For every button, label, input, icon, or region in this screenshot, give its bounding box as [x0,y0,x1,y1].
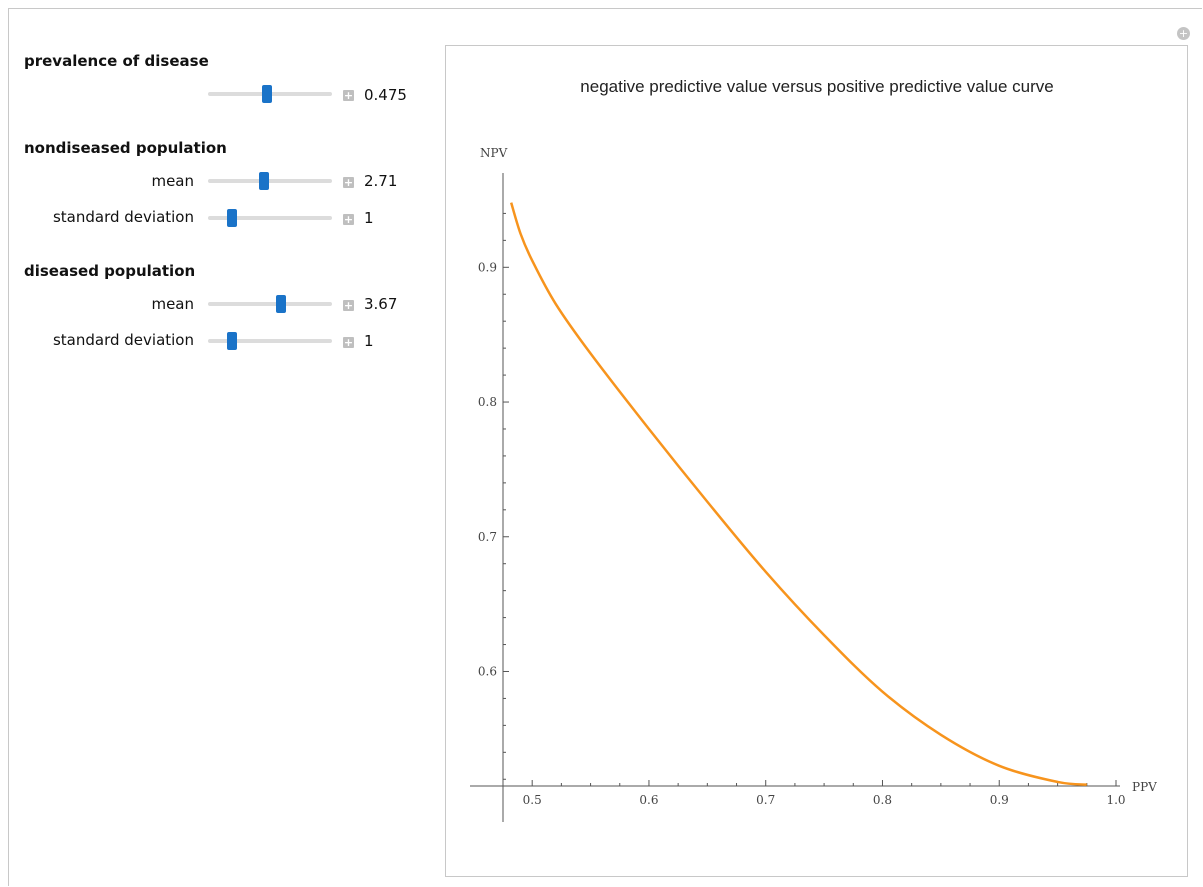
prevalence-slider-thumb[interactable] [261,85,272,103]
diseased-sd-plus-icon[interactable]: + [343,336,354,349]
x-tick-label: 0.7 [756,793,775,807]
npv-ppv-curve [509,202,1087,786]
x-tick-label: 0.8 [873,793,892,807]
diseased-mean-plus-icon[interactable]: + [343,299,354,312]
nondiseased-sd-label: standard deviation [52,208,194,226]
diseased-mean-slider-track[interactable] [208,302,332,306]
prevalence-plus-icon[interactable]: + [343,89,354,102]
x-tick-label: 0.9 [990,793,1009,807]
nondiseased-sd-value: 1 [364,209,374,227]
nondiseased-mean-value: 2.71 [364,172,398,190]
y-tick-label: 0.7 [478,530,497,544]
nondiseased-mean-slider[interactable] [208,172,332,190]
chart-title: negative predictive value versus positiv… [580,77,1053,96]
diseased-sd-value: 1 [364,332,374,350]
plot-panel [445,45,1188,877]
nondiseased-sd-slider-thumb[interactable] [226,209,237,227]
nondiseased-mean-slider-track[interactable] [208,179,332,183]
y-tick-label: 0.8 [478,395,497,409]
diseased-mean-slider[interactable] [208,295,332,313]
diseased-sd-slider[interactable] [208,332,332,350]
x-tick-label: 0.6 [639,793,658,807]
diseased-mean-value: 3.67 [364,295,398,313]
x-tick-label: 1.0 [1106,793,1125,807]
diseased-sd-slider-track[interactable] [208,339,332,343]
x-tick-label: 0.5 [523,793,542,807]
y-tick-label: 0.9 [478,260,497,274]
prevalence-value: 0.475 [364,86,407,104]
prevalence-slider[interactable] [208,85,332,103]
prevalence-heading: prevalence of disease [24,52,209,70]
nondiseased-heading: nondiseased population [24,139,227,157]
y-axis-label: NPV [480,146,508,160]
nondiseased-mean-plus-icon[interactable]: + [343,176,354,189]
diseased-sd-label: standard deviation [52,331,194,349]
nondiseased-mean-slider-thumb[interactable] [258,172,269,190]
diseased-mean-slider-thumb[interactable] [276,295,287,313]
y-tick-label: 0.6 [478,664,497,678]
nondiseased-sd-slider[interactable] [208,209,332,227]
diseased-mean-label: mean [151,295,194,313]
options-plus-icon[interactable]: + [1177,27,1190,40]
diseased-sd-slider-thumb[interactable] [226,332,237,350]
diseased-heading: diseased population [24,262,196,280]
nondiseased-mean-label: mean [151,172,194,190]
x-axis-label: PPV [1132,780,1157,794]
nondiseased-sd-slider-track[interactable] [208,216,332,220]
nondiseased-sd-plus-icon[interactable]: + [343,213,354,226]
